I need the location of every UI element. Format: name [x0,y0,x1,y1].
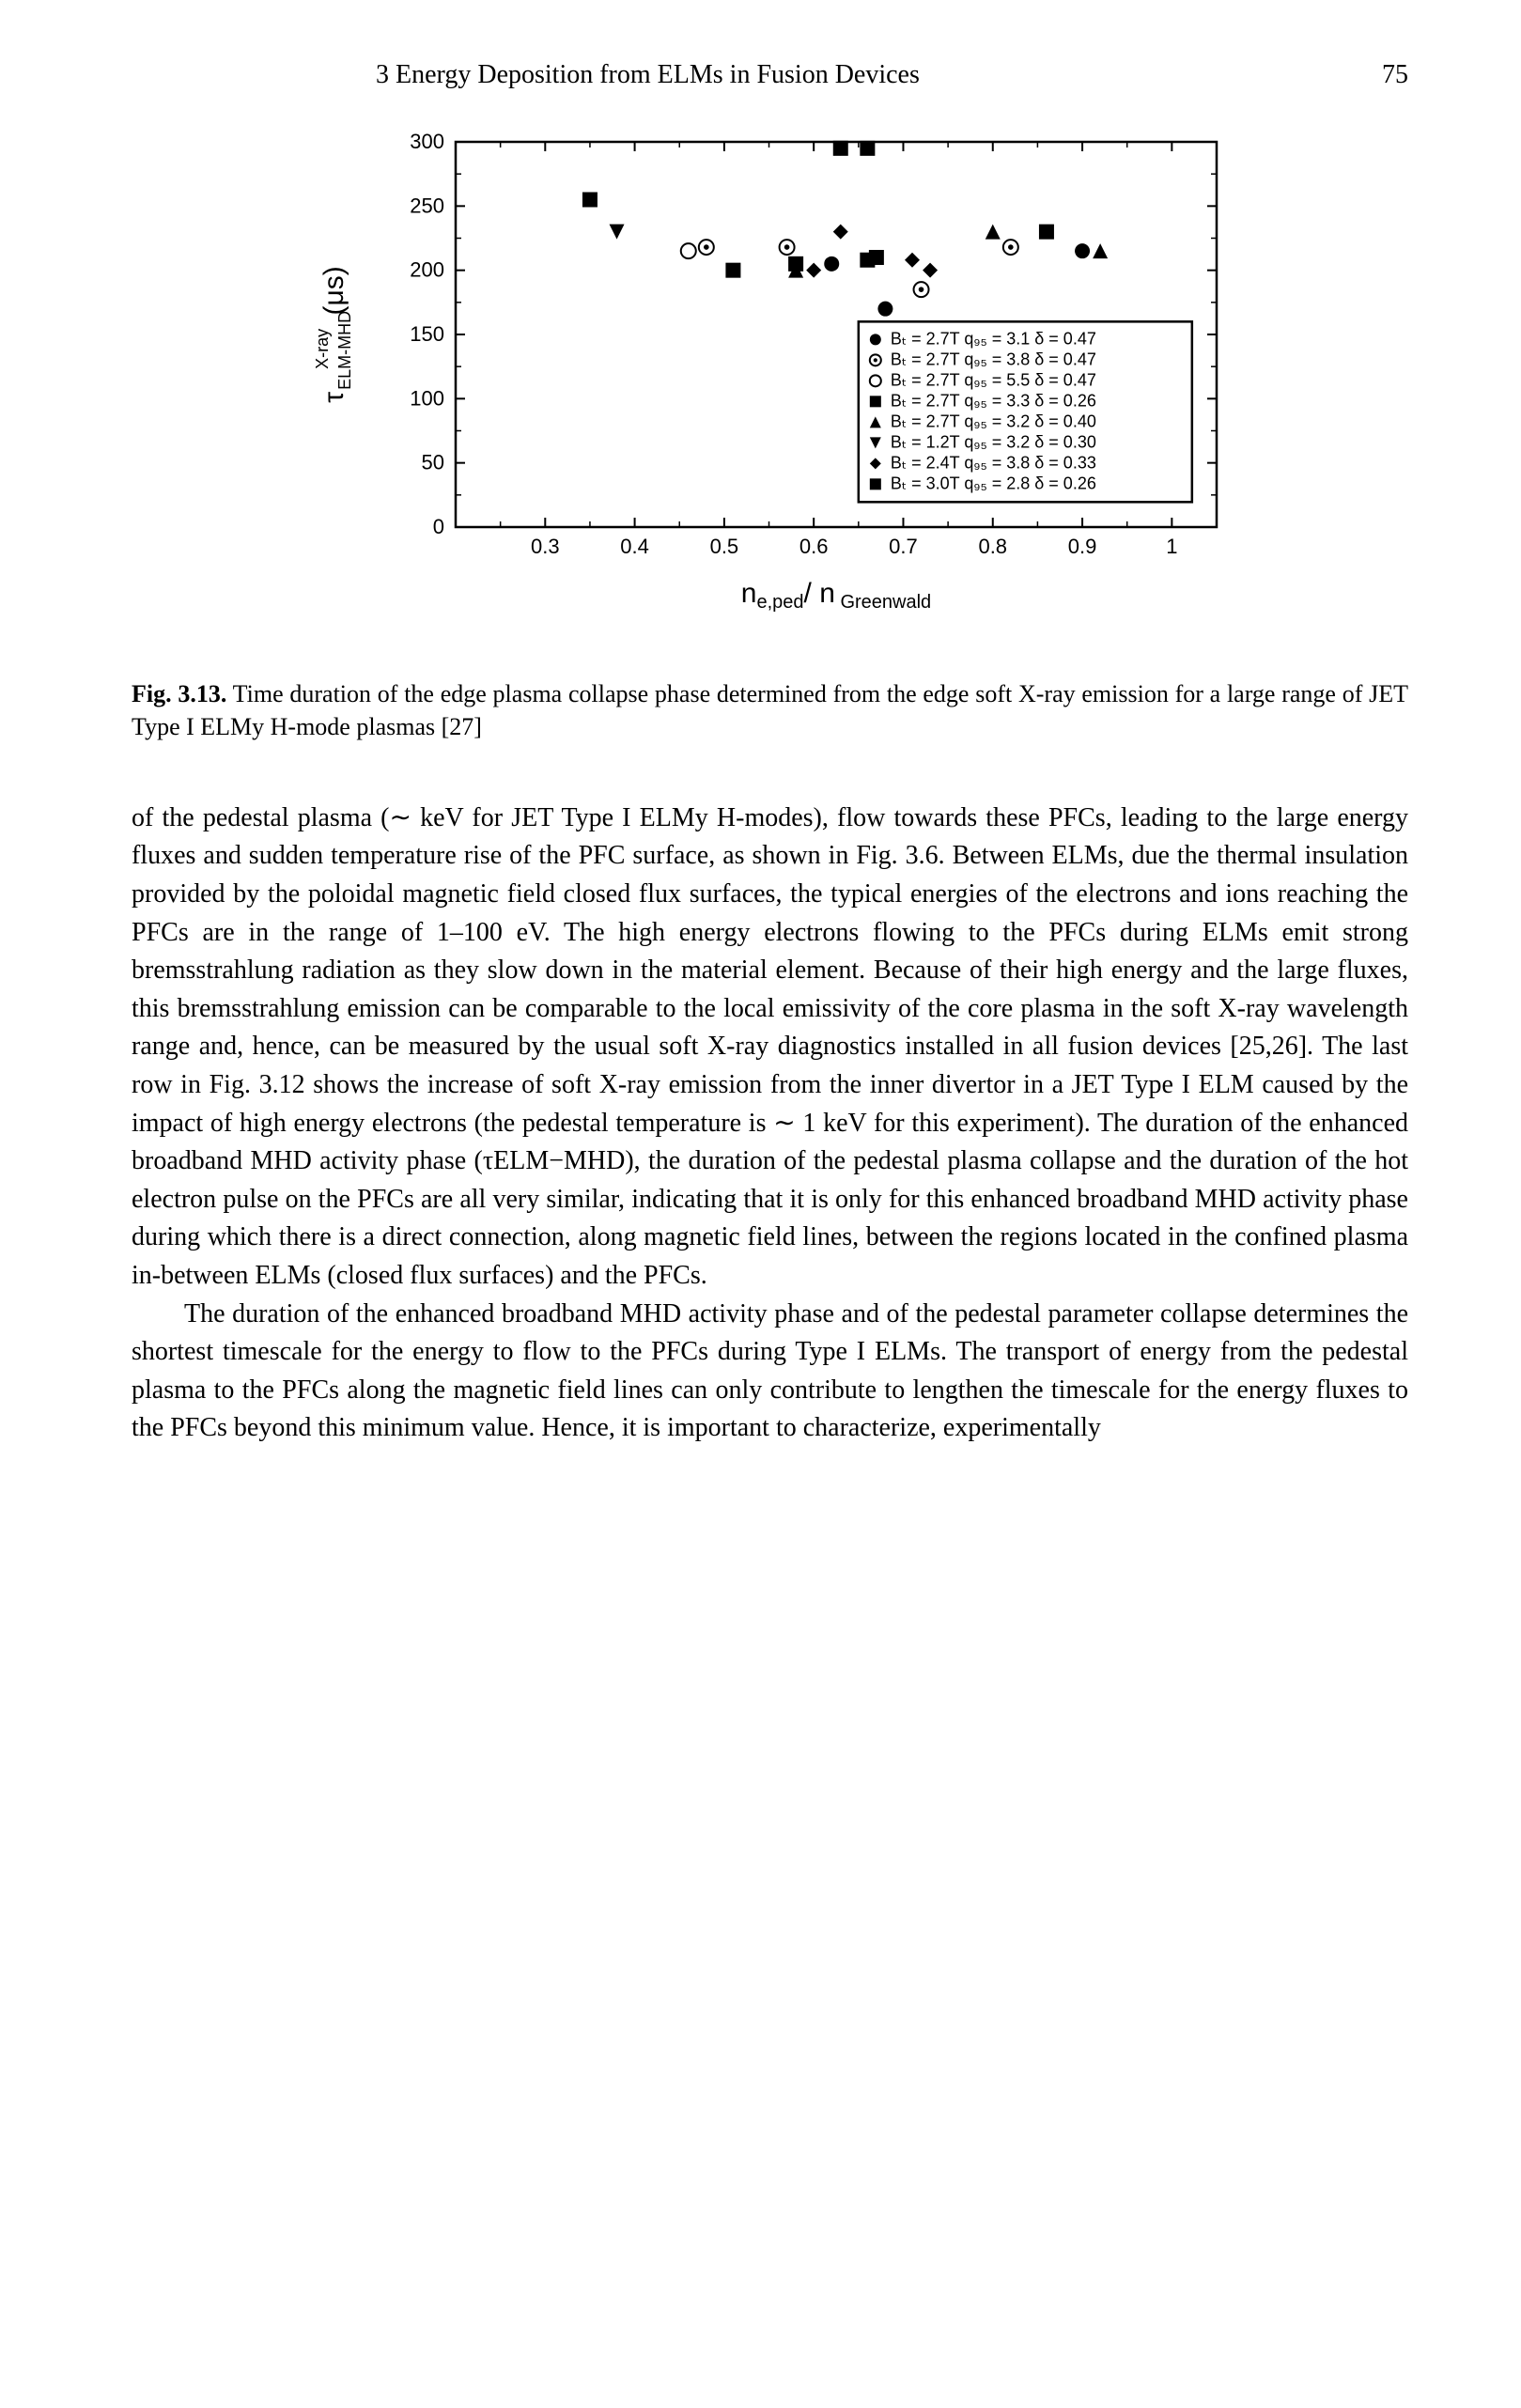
svg-text:0.6: 0.6 [799,535,828,558]
svg-text:Bₜ = 2.7T q₉₅ = 3.2 δ = 0.40: Bₜ = 2.7T q₉₅ = 3.2 δ = 0.40 [890,412,1095,430]
svg-text:200: 200 [410,257,444,281]
body-paragraph-2: The duration of the enhanced broadband M… [132,1296,1408,1448]
svg-text:50: 50 [421,450,443,474]
svg-text:100: 100 [410,386,444,410]
svg-text:150: 150 [410,322,444,346]
svg-text:0.7: 0.7 [889,535,918,558]
figure-3-13: 0.3 0.4 0.5 0.6 0.7 0.8 0.9 1 0 50 100 150 200 250 300… [277,123,1264,649]
caption-text: Time duration of the edge plasma collaps… [132,680,1408,740]
svg-text:Bₜ = 2.7T q₉₅ = 3.1 δ = 0.47: Bₜ = 2.7T q₉₅ = 3.1 δ = 0.47 [890,329,1095,348]
header-section: 3 Energy Deposition from ELMs in Fusion … [376,56,920,95]
svg-text:Bₜ = 2.7T q₉₅ = 3.8 δ = 0.47: Bₜ = 2.7T q₉₅ = 3.8 δ = 0.47 [890,350,1095,368]
svg-text:τELM-MHDX-ray (μs): τELM-MHDX-ray (μs) [313,266,354,402]
caption-label: Fig. 3.13. [132,680,226,707]
svg-text:1: 1 [1166,535,1177,558]
svg-text:Bₜ = 2.7T q₉₅ = 5.5 δ = 0.47: Bₜ = 2.7T q₉₅ = 5.5 δ = 0.47 [890,370,1095,389]
svg-text:Bₜ = 2.4T q₉₅ = 3.8 δ = 0.33: Bₜ = 2.4T q₉₅ = 3.8 δ = 0.33 [890,453,1095,472]
svg-text:Bₜ = 2.7T q₉₅ = 3.3 δ = 0.26: Bₜ = 2.7T q₉₅ = 3.3 δ = 0.26 [890,391,1095,410]
svg-text:300: 300 [410,130,444,153]
svg-text:0.3: 0.3 [530,535,559,558]
svg-text:0: 0 [432,515,443,538]
svg-text:ne,ped/ n Greenwald: ne,ped/ n Greenwald [740,578,930,613]
svg-text:250: 250 [410,194,444,217]
figure-caption: Fig. 3.13. Time duration of the edge pla… [132,677,1408,743]
svg-text:0.4: 0.4 [620,535,649,558]
svg-text:Bₜ = 1.2T q₉₅ = 3.2 δ = 0.30: Bₜ = 1.2T q₉₅ = 3.2 δ = 0.30 [890,432,1095,451]
running-header: 3 Energy Deposition from ELMs in Fusion … [132,56,1408,95]
svg-text:Bₜ = 3.0T q₉₅ = 2.8 δ = 0.26: Bₜ = 3.0T q₉₅ = 2.8 δ = 0.26 [890,474,1095,492]
svg-text:0.5: 0.5 [709,535,738,558]
body-paragraph-1: of the pedestal plasma (∼ keV for JET Ty… [132,800,1408,1296]
header-page-number: 75 [1382,56,1408,95]
svg-text:0.9: 0.9 [1067,535,1096,558]
scatter-chart: 0.3 0.4 0.5 0.6 0.7 0.8 0.9 1 0 50 100 150 200 250 300… [277,123,1264,649]
svg-text:0.8: 0.8 [978,535,1007,558]
